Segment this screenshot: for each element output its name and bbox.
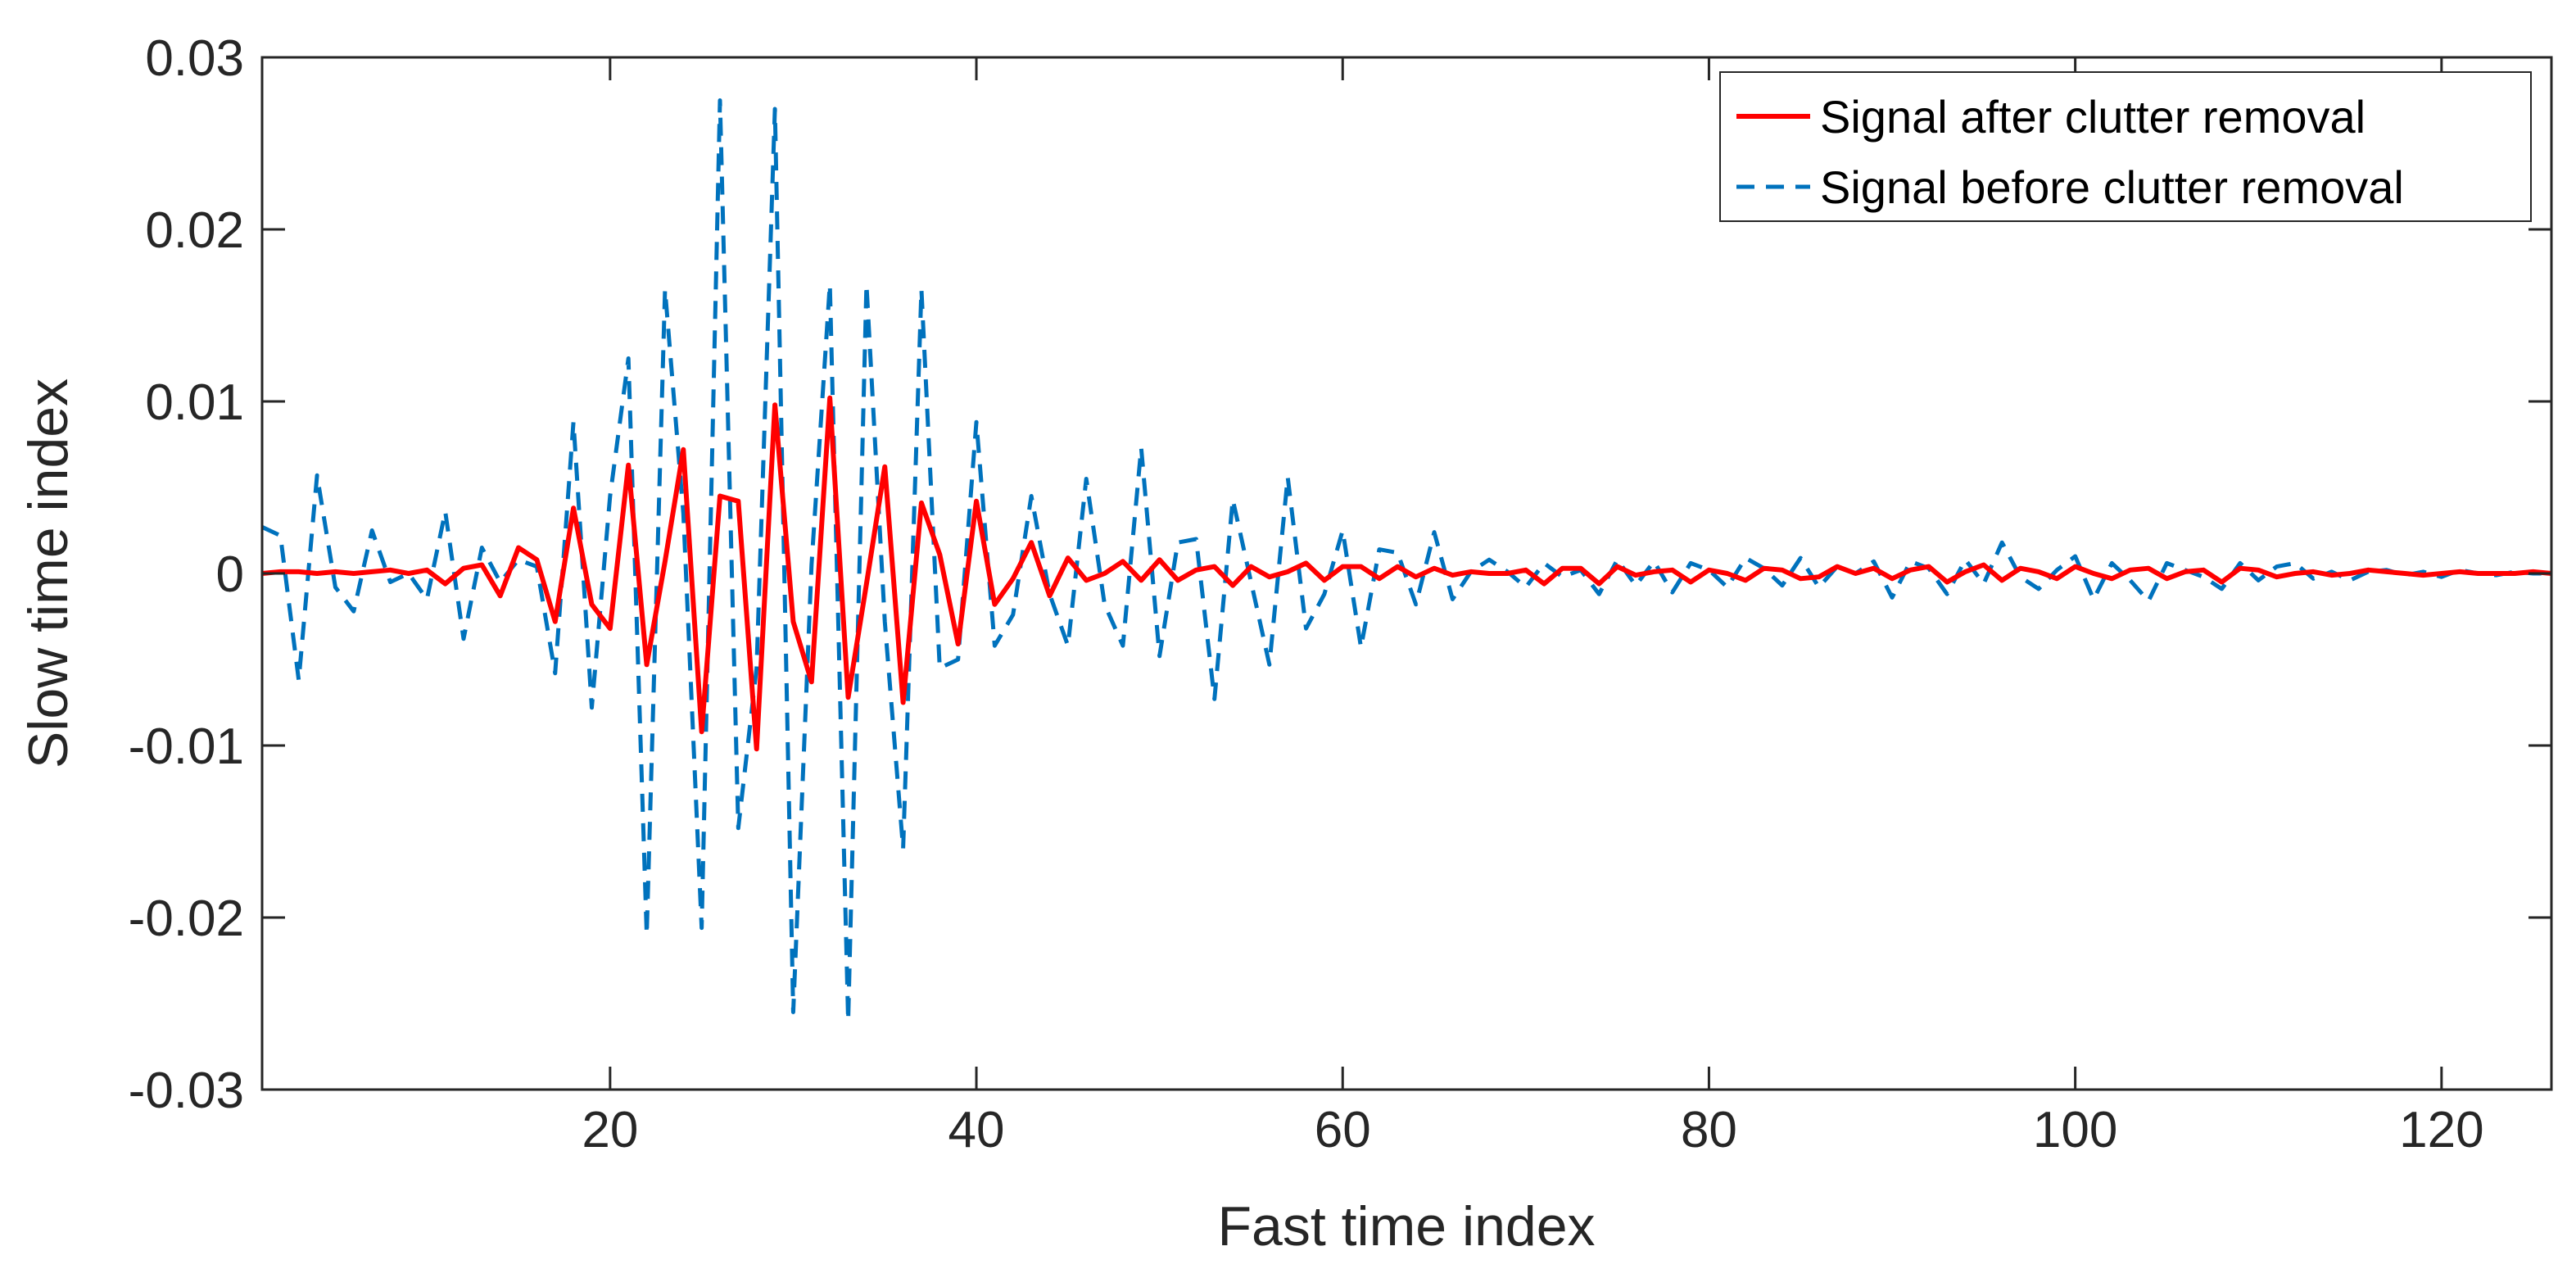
y-tick-label: -0.03 <box>129 1063 244 1119</box>
x-tick-label: 60 <box>1315 1102 1371 1158</box>
y-tick-label: 0.01 <box>145 374 244 431</box>
x-tick-label: 120 <box>2399 1102 2483 1158</box>
x-axis-label: Fast time index <box>1217 1195 1595 1258</box>
tick-layer: 20 40 60 80 100 120 -0.03 -0.02 -0.01 0 0.01 0.02 0.… <box>129 30 2551 1158</box>
y-tick-label: -0.01 <box>129 718 244 775</box>
y-axis-label: Slow time index <box>17 378 79 768</box>
series-line-0 <box>261 395 2552 752</box>
series-line-1 <box>260 98 2551 1023</box>
y-tick-label: 0 <box>216 546 244 603</box>
y-tick-label: 0.02 <box>145 202 244 259</box>
legend-label-before: Signal before clutter removal <box>1820 161 2404 213</box>
series-layer <box>260 98 2552 1023</box>
legend-label-after: Signal after clutter removal <box>1820 91 2365 143</box>
x-tick-label: 100 <box>2033 1102 2117 1158</box>
x-tick-label: 20 <box>582 1102 638 1158</box>
x-tick-label: 80 <box>1681 1102 1737 1158</box>
y-tick-label: 0.03 <box>145 30 244 87</box>
y-tick-label: -0.02 <box>129 891 244 947</box>
legend-box <box>1719 71 2532 222</box>
legend: Signal after clutter removal Signal befo… <box>1719 71 2532 222</box>
x-tick-label: 40 <box>948 1102 1005 1158</box>
